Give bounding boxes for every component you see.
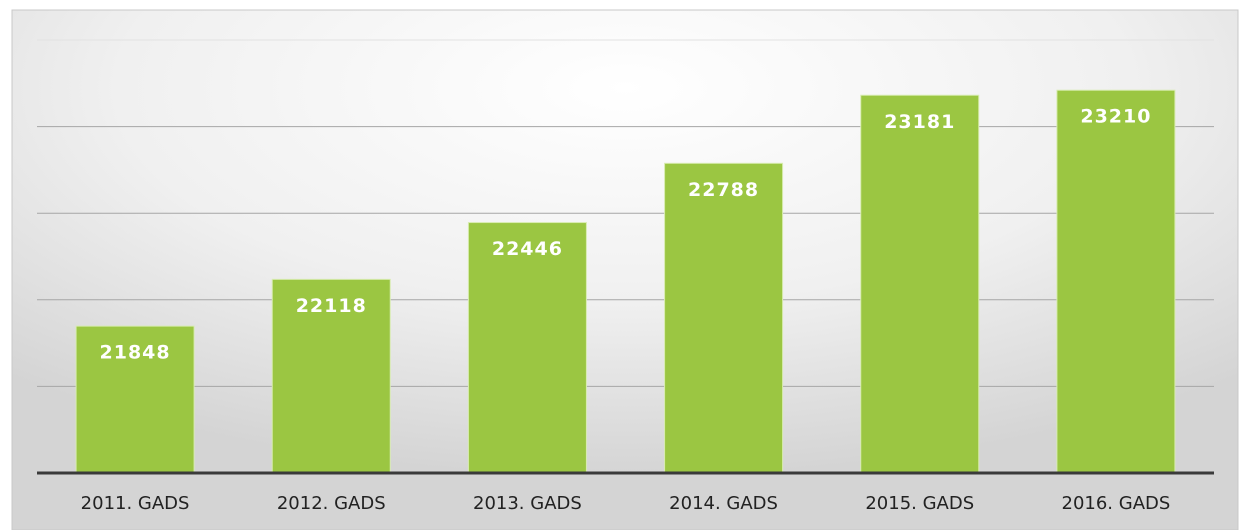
x-tick-label: 2016. GADS bbox=[1062, 493, 1171, 514]
bar bbox=[467, 222, 587, 474]
x-tick-label: 2012. GADS bbox=[277, 493, 386, 514]
x-tick-label: 2013. GADS bbox=[473, 493, 582, 514]
x-tick-label: 2015. GADS bbox=[865, 493, 974, 514]
bar bbox=[664, 162, 784, 474]
bar bbox=[1056, 89, 1176, 474]
value-label: 22118 bbox=[296, 295, 367, 317]
value-label: 22788 bbox=[688, 179, 759, 201]
bar bbox=[271, 278, 391, 474]
bar bbox=[75, 325, 195, 474]
value-label: 23181 bbox=[884, 111, 955, 133]
x-tick-label: 2011. GADS bbox=[81, 493, 190, 514]
x-tick-label: 2014. GADS bbox=[669, 493, 778, 514]
bar bbox=[860, 94, 980, 474]
value-label: 23210 bbox=[1080, 106, 1151, 128]
value-label: 21848 bbox=[100, 342, 171, 364]
panel bbox=[11, 9, 1239, 530]
value-label: 22446 bbox=[492, 238, 563, 260]
